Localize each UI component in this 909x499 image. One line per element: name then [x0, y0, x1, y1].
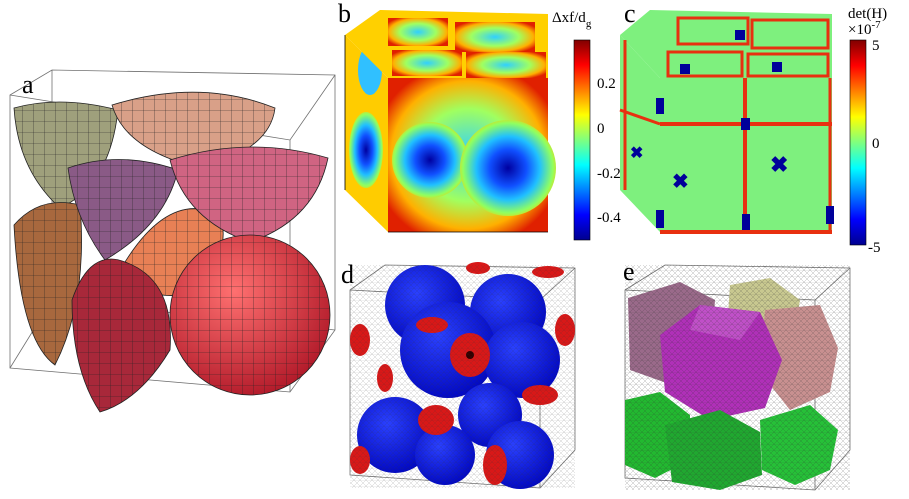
cross-marker: ✖: [630, 145, 643, 162]
cross-marker: ✖: [770, 152, 788, 177]
colorbar-b-tick: -0.4: [597, 210, 621, 226]
panel-d: d: [341, 260, 576, 489]
colorbar-b-tick: -0.2: [597, 166, 621, 182]
panel-c: ✖ ✖ ✖ c det(H) ×10-7 5 0 -5: [619, 0, 887, 256]
panel-a: a: [9, 69, 336, 413]
colorbar-b-title: Δxf/dg: [552, 10, 592, 30]
colorbar-c-exponent: ×10-7: [848, 19, 881, 38]
colorbar-c-tick: 5: [872, 38, 880, 54]
colorbar-b: [573, 39, 591, 241]
panel-a-label: a: [22, 70, 34, 99]
panel-d-label: d: [341, 260, 354, 289]
panel-e: e: [623, 257, 851, 491]
colorbar-b-tick: 0: [597, 121, 605, 137]
cross-marker: ✖: [672, 171, 689, 193]
colorbar-c-title: det(H): [848, 6, 887, 22]
panel-e-label: e: [623, 257, 635, 286]
panel-b-label: b: [338, 0, 351, 28]
colorbar-c-tick: -5: [868, 240, 881, 256]
cube-c-left-face: [620, 35, 660, 232]
panel-b: b Δxf/dg 0.2 0 -0.2 -0.4: [338, 0, 621, 241]
colorbar-c-tick: 0: [872, 136, 880, 152]
colorbar-c: [849, 39, 867, 246]
panel-c-label: c: [624, 0, 636, 28]
colorbar-b-tick: 0.2: [597, 76, 616, 92]
